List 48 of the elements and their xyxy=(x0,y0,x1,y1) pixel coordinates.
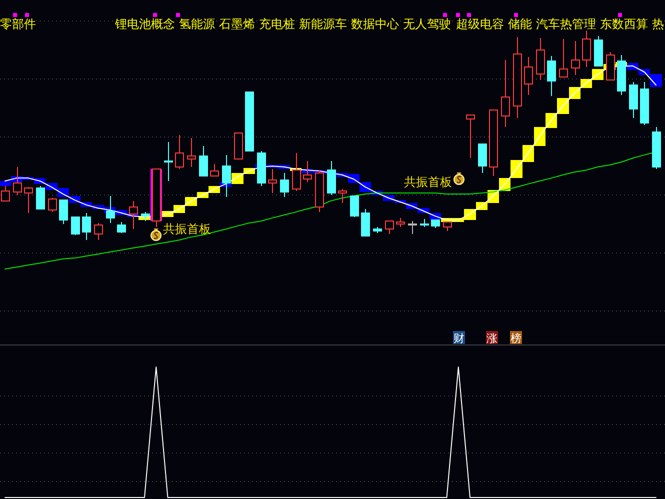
candlestick xyxy=(187,137,196,168)
annotation: 热 xyxy=(652,17,664,31)
candlestick xyxy=(59,200,68,225)
candlestick xyxy=(361,208,370,237)
annotation: 汽车热管理 xyxy=(536,17,596,31)
candlestick xyxy=(547,56,556,96)
candlestick xyxy=(280,172,289,198)
candlestick xyxy=(268,168,277,194)
annotation: 无人驾驶 xyxy=(403,17,451,31)
candlestick xyxy=(94,222,103,240)
candlestick xyxy=(303,160,312,183)
candlestick xyxy=(164,141,173,182)
candlestick xyxy=(129,200,138,230)
candlestick xyxy=(175,134,184,170)
candlestick xyxy=(559,38,568,78)
annotation: 储能 xyxy=(508,17,532,31)
candlestick xyxy=(222,154,231,198)
candlestick xyxy=(82,212,91,240)
candlestick xyxy=(117,221,126,234)
candlestick xyxy=(350,195,359,218)
candlestick xyxy=(629,82,638,118)
candlestick xyxy=(571,40,580,76)
annotation: 超级电容 xyxy=(456,17,504,31)
candlestick xyxy=(408,220,417,234)
candlestick xyxy=(385,220,394,234)
candlestick xyxy=(478,144,487,174)
annotation: 氢能源 xyxy=(179,17,215,31)
candlestick xyxy=(36,186,45,210)
candlestick xyxy=(396,217,405,228)
candlestick xyxy=(582,30,591,68)
candlestick xyxy=(71,216,80,236)
annotation: 锂电池概念 xyxy=(114,17,175,31)
candlestick xyxy=(199,145,208,176)
annotation: 数据中心 xyxy=(351,17,399,31)
annotation: 零部件 xyxy=(0,17,36,31)
annotation: 共振首板 xyxy=(163,222,211,236)
annotation: 新能源车 xyxy=(299,17,347,31)
annotation: 东数西算 xyxy=(600,17,648,31)
candlestick xyxy=(338,188,347,204)
candlestick xyxy=(501,60,510,128)
candlestick xyxy=(48,198,57,213)
candlestick xyxy=(466,114,475,159)
annotation: 石墨烯 xyxy=(219,17,255,31)
candlestick xyxy=(24,186,33,214)
annotation: 充电桩 xyxy=(259,17,295,31)
candlestick xyxy=(524,56,533,96)
candlestick xyxy=(210,163,219,176)
annotation: 共振首板 xyxy=(404,175,452,189)
